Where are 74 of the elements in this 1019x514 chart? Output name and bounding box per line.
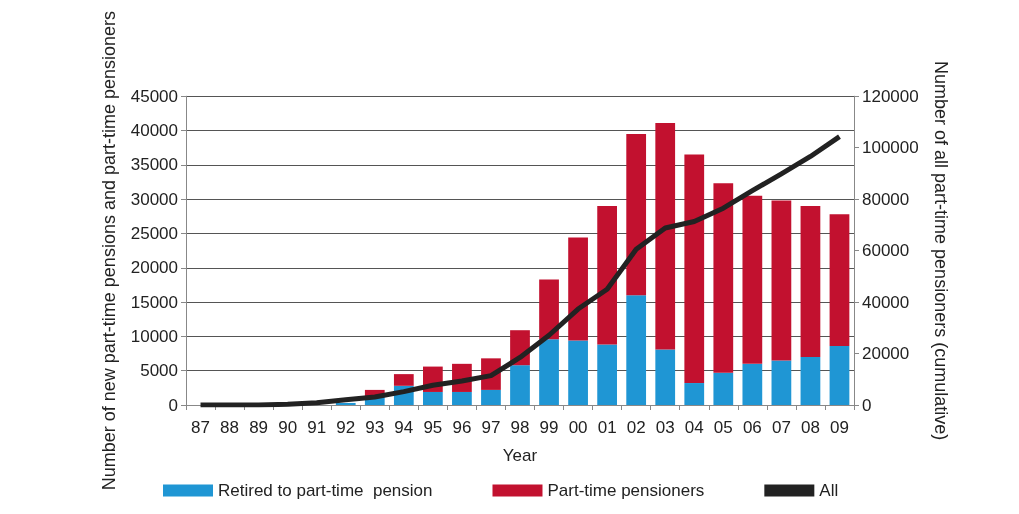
y-tick-label: 35000 <box>130 155 178 175</box>
bar <box>568 340 588 405</box>
bar <box>452 391 472 405</box>
bar <box>539 279 559 340</box>
x-tick-label: 99 <box>539 418 559 437</box>
x-tick-label: 91 <box>307 418 327 437</box>
x-tick-label: 87 <box>191 418 210 437</box>
x-tick-label: 92 <box>336 418 356 437</box>
y2-tick-label: 40000 <box>862 292 910 312</box>
y-tick-label: 45000 <box>130 86 178 106</box>
bar <box>771 200 792 361</box>
bar <box>335 402 356 405</box>
y-tick-label: 5000 <box>140 361 178 381</box>
y2-tick-label: 0 <box>862 395 872 415</box>
y2-axis-title: Number of all part-time pensioners (cumulative) <box>930 61 951 441</box>
bar <box>539 339 559 405</box>
y2-tick-label: 60000 <box>862 241 910 261</box>
y-tick-label: 0 <box>168 395 178 415</box>
bar <box>684 154 705 384</box>
bar <box>655 122 676 350</box>
x-tick-label: 90 <box>278 418 298 437</box>
x-tick-label: 01 <box>597 418 617 437</box>
legend-label: Part-time pensioners <box>547 481 705 500</box>
bar <box>771 360 792 405</box>
bar <box>626 295 647 405</box>
y-tick-label: 40000 <box>130 121 178 141</box>
x-tick-label: 88 <box>220 418 240 437</box>
y2-tick-label: 80000 <box>862 189 910 209</box>
x-tick-label: 93 <box>365 418 385 437</box>
bar <box>684 383 705 405</box>
x-tick-label: 02 <box>626 418 646 437</box>
y-tick-label: 25000 <box>130 223 178 243</box>
bar <box>510 365 530 405</box>
x-tick-label: 89 <box>249 418 269 437</box>
x-tick-label: 94 <box>394 418 414 437</box>
y2-tick-label: 20000 <box>862 344 910 364</box>
bar <box>829 345 850 405</box>
x-tick-label: 06 <box>742 418 762 437</box>
bar <box>597 206 618 345</box>
x-tick-label: 08 <box>800 418 820 437</box>
x-tick-label: 03 <box>655 418 675 437</box>
x-tick-label: 97 <box>481 418 501 437</box>
y-tick-label: 15000 <box>130 292 178 312</box>
y-tick-label: 20000 <box>130 258 178 278</box>
y-axis-title: Number of new part-time pensions and part-time pensioners <box>98 11 119 491</box>
legend-label: Retired to part-time pension <box>218 481 433 500</box>
bar <box>800 206 821 357</box>
bar <box>742 363 763 405</box>
x-axis-title: Year <box>502 446 538 465</box>
y-tick-label: 10000 <box>130 326 178 346</box>
x-tick-label: 00 <box>568 418 588 437</box>
bar <box>393 374 414 386</box>
x-tick-label: 04 <box>684 418 704 437</box>
x-tick-label: 96 <box>452 418 472 437</box>
x-tick-label: 95 <box>423 418 443 437</box>
bar <box>829 214 850 346</box>
bar <box>422 391 443 405</box>
x-tick-label: 05 <box>713 418 733 437</box>
bar <box>597 344 618 405</box>
bar <box>481 389 501 405</box>
bar <box>800 356 821 405</box>
bar <box>713 372 734 405</box>
x-tick-label: 98 <box>510 418 530 437</box>
x-tick-label: 09 <box>830 418 849 437</box>
legend-label: All <box>819 481 839 500</box>
bar <box>626 133 647 296</box>
bar <box>742 195 763 364</box>
x-tick-label: 07 <box>771 418 791 437</box>
y2-tick-label: 120000 <box>862 86 919 106</box>
y2-tick-label: 100000 <box>862 138 919 158</box>
bar <box>713 183 734 373</box>
bar <box>655 349 676 405</box>
y-tick-label: 30000 <box>130 189 178 209</box>
bar <box>568 237 588 341</box>
